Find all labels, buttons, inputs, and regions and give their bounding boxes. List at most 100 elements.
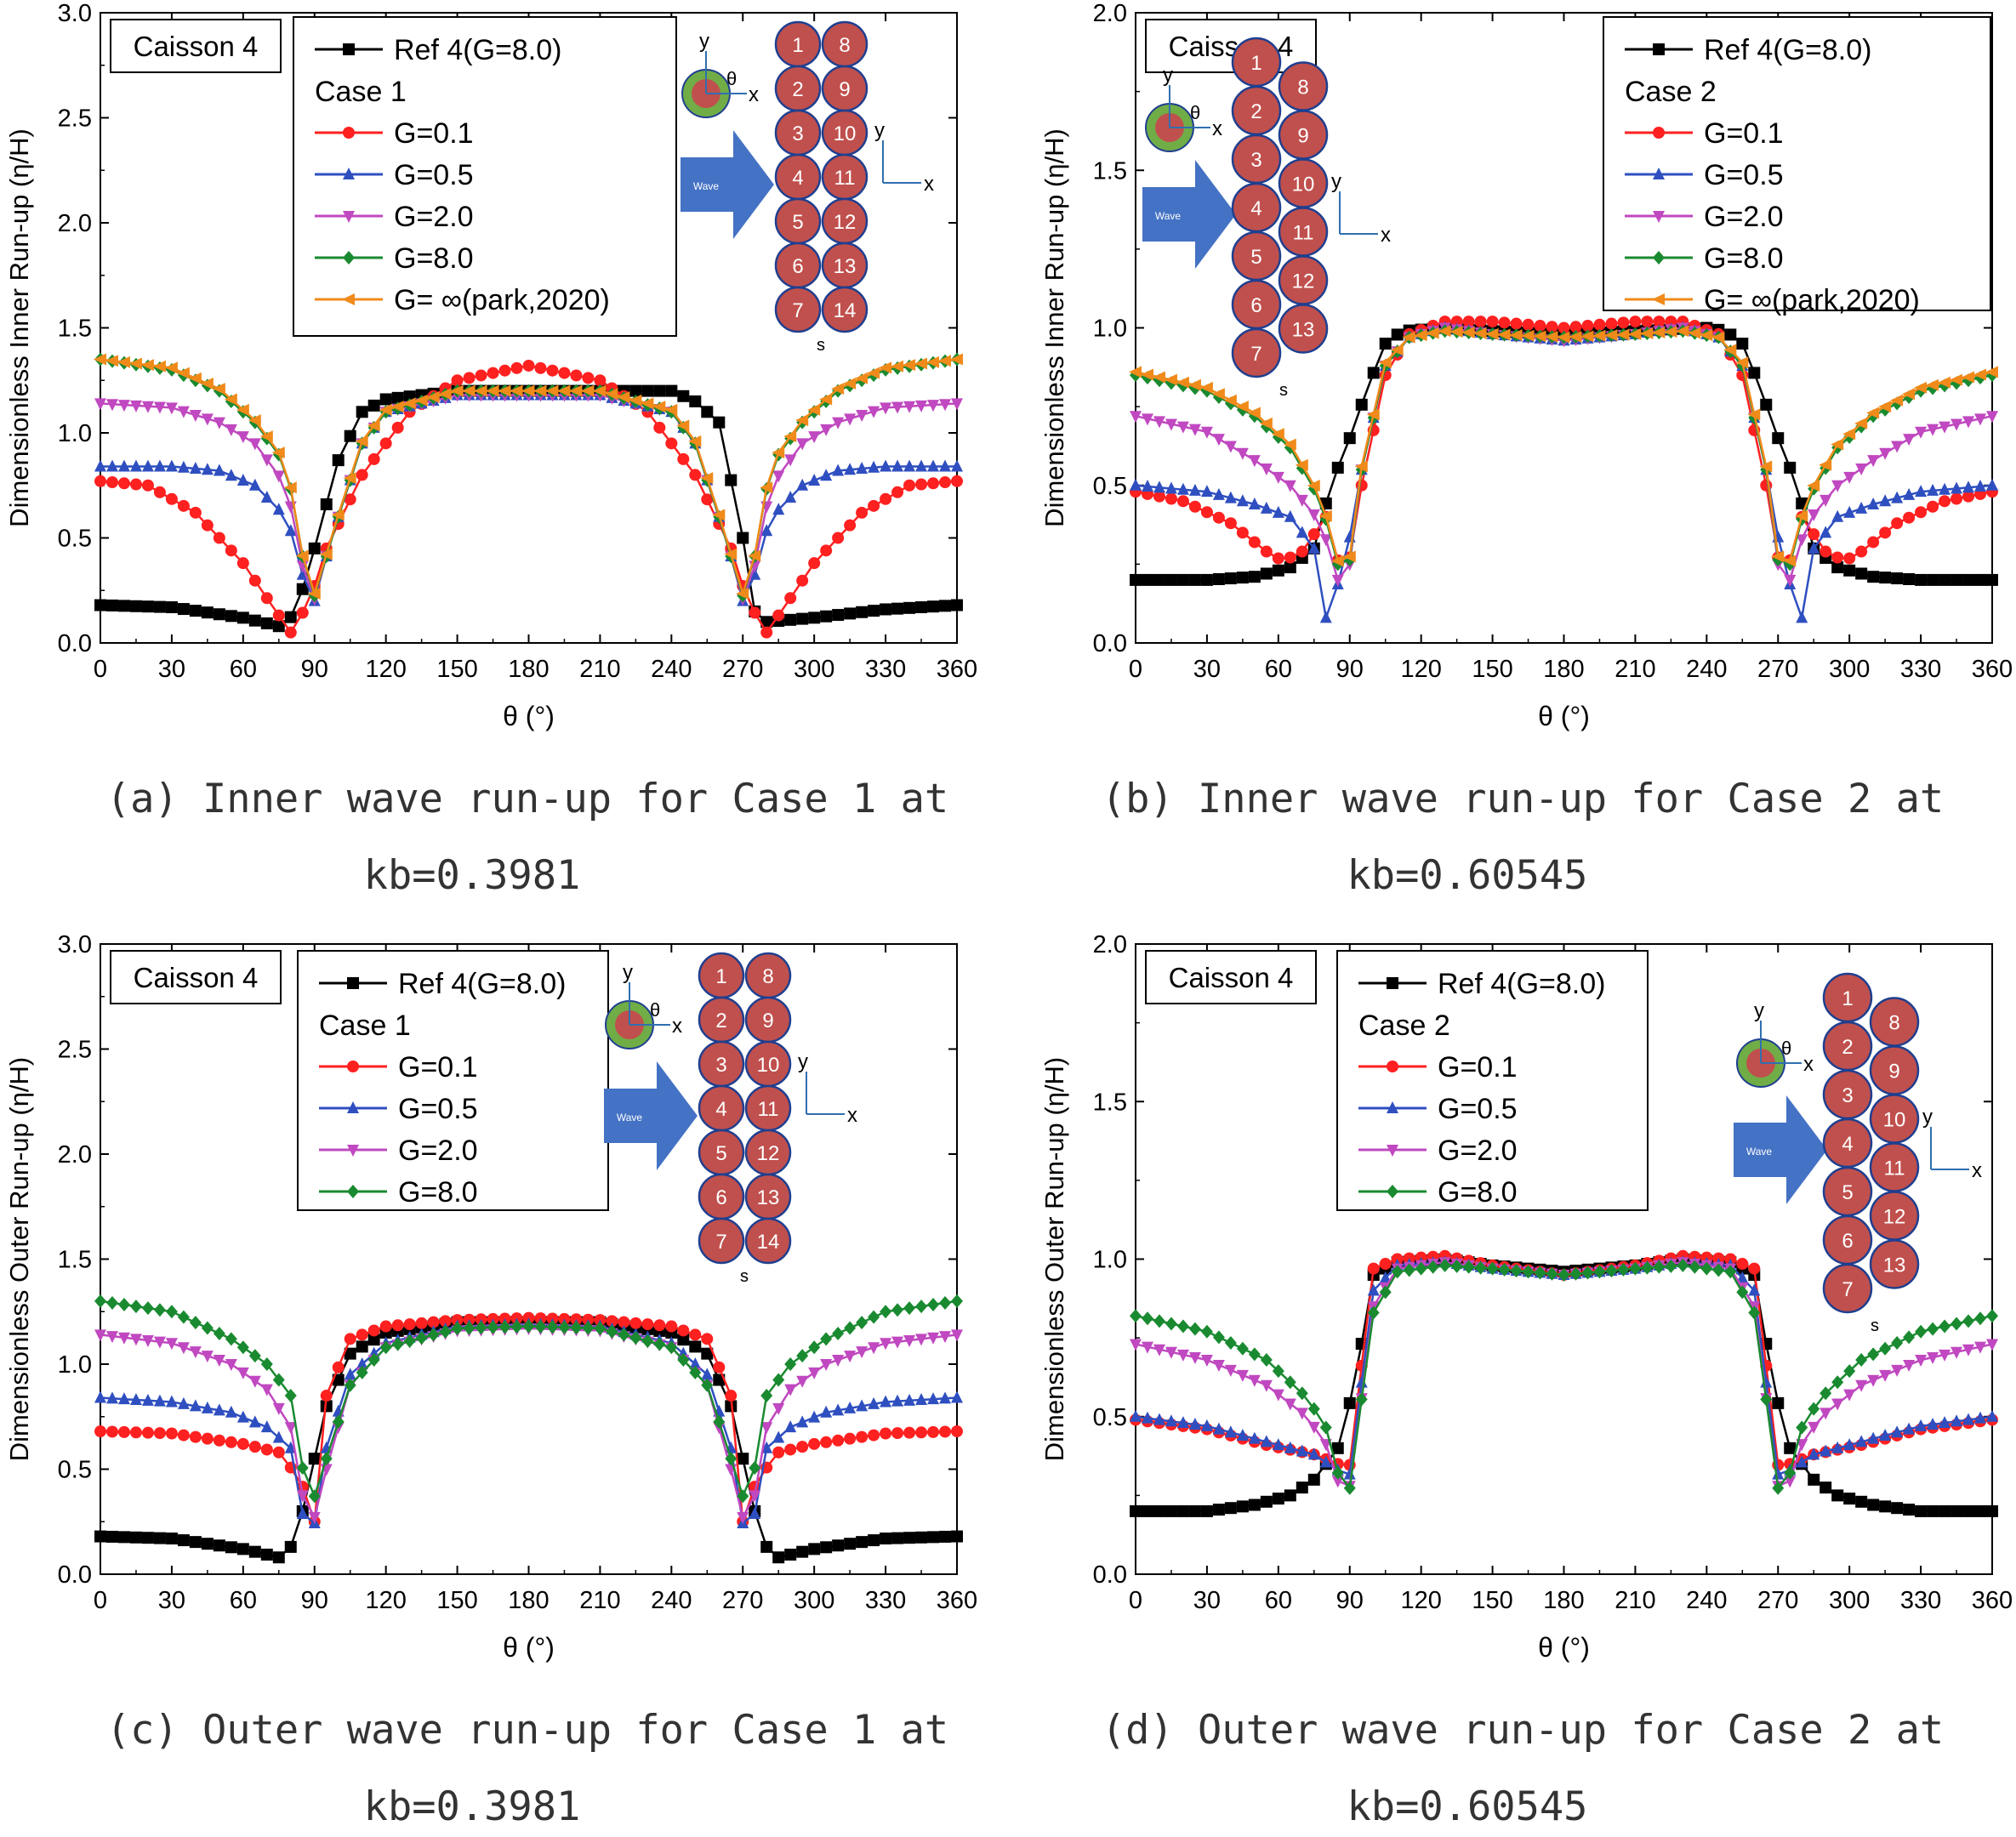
data-point xyxy=(1153,416,1165,429)
data-point xyxy=(379,1320,392,1333)
data-point xyxy=(1950,373,1963,386)
chart-panel-c: 0 30 60 90 120 150 180 210 240 270 300 330 3600.00.5… xyxy=(4,931,977,1830)
data-point xyxy=(225,1359,237,1371)
wave-label: Wave xyxy=(693,180,720,192)
data-point xyxy=(177,1342,190,1355)
data-point xyxy=(1796,611,1808,623)
data-point xyxy=(737,1489,749,1504)
data-point xyxy=(1986,573,1998,586)
data-point xyxy=(94,1391,106,1403)
panel-caption-line1: (c) Outer wave run-up for Case 1 at xyxy=(106,1707,948,1754)
data-point xyxy=(1200,506,1213,519)
data-point xyxy=(903,401,916,413)
data-point xyxy=(1307,1447,1320,1460)
data-point xyxy=(498,384,511,397)
data-point xyxy=(1915,485,1928,498)
data-point xyxy=(1497,328,1511,341)
data-point xyxy=(1927,483,1939,496)
data-point xyxy=(701,406,714,418)
data-point xyxy=(1498,1262,1511,1277)
data-point xyxy=(856,1430,868,1443)
data-point xyxy=(105,1391,118,1404)
data-point xyxy=(1272,1364,1284,1379)
legend-entry: Ref 4(G=8.0) xyxy=(394,34,561,66)
data-point xyxy=(1902,388,1916,401)
data-point xyxy=(248,478,261,491)
spacing-label: s xyxy=(740,1267,749,1286)
data-point xyxy=(391,1319,404,1332)
x-tick-label: 90 xyxy=(301,1587,328,1614)
data-point xyxy=(1831,1489,1844,1502)
data-point xyxy=(402,397,416,410)
data-point xyxy=(1628,327,1642,340)
data-point xyxy=(915,1426,928,1439)
data-point xyxy=(1962,481,1975,493)
data-point xyxy=(201,606,214,619)
data-point xyxy=(951,459,963,472)
data-point xyxy=(165,1338,178,1351)
data-point xyxy=(749,1506,761,1519)
data-point xyxy=(284,1389,297,1403)
data-point xyxy=(1343,1396,1356,1409)
legend-entry: G=0.5 xyxy=(1704,159,1784,191)
legend-marker xyxy=(347,1061,359,1072)
data-point xyxy=(1986,1409,1998,1422)
data-point xyxy=(165,1305,178,1319)
data-point xyxy=(927,1392,940,1405)
caisson-label: Caisson 4 xyxy=(1169,962,1294,993)
data-point xyxy=(94,599,106,611)
data-point xyxy=(1319,1420,1332,1435)
data-point xyxy=(1855,1495,1868,1508)
data-point xyxy=(629,384,642,397)
data-point xyxy=(284,626,297,639)
data-point xyxy=(1307,1473,1320,1486)
data-point xyxy=(927,1298,940,1312)
data-point xyxy=(1558,321,1570,334)
caisson-number: 14 xyxy=(757,1231,780,1254)
data-point xyxy=(1307,541,1320,554)
data-point xyxy=(1165,1414,1177,1427)
data-point xyxy=(1521,329,1535,342)
data-point xyxy=(356,1340,368,1353)
data-point xyxy=(236,473,249,486)
data-point xyxy=(1296,494,1308,507)
data-point xyxy=(784,1443,797,1456)
caisson-number: 13 xyxy=(757,1186,780,1209)
data-point xyxy=(165,601,178,614)
data-point xyxy=(272,1551,285,1564)
data-point xyxy=(856,410,868,423)
data-point xyxy=(1140,368,1153,381)
data-point xyxy=(1236,494,1249,507)
data-point xyxy=(880,1533,892,1545)
data-point xyxy=(1130,1339,1142,1351)
data-point xyxy=(796,1349,809,1363)
data-point xyxy=(1915,1504,1928,1517)
caisson-number: 11 xyxy=(1293,222,1314,245)
data-point xyxy=(784,1384,797,1396)
wave-label: Wave xyxy=(617,1112,643,1123)
caisson-number: 14 xyxy=(834,299,857,322)
data-point xyxy=(475,369,487,382)
data-point xyxy=(1272,1389,1284,1402)
y-tick-label: 2.5 xyxy=(58,1037,92,1064)
data-point xyxy=(927,1332,940,1345)
data-point xyxy=(296,1506,309,1519)
y-tick-label: 0.0 xyxy=(58,630,92,657)
data-point xyxy=(939,1425,952,1438)
data-point xyxy=(1212,1422,1225,1435)
data-point xyxy=(1772,1481,1785,1495)
series-ginf xyxy=(1129,325,1998,567)
data-point xyxy=(891,401,904,414)
data-point xyxy=(260,1384,273,1396)
x-tick-label: 180 xyxy=(508,656,549,683)
data-point xyxy=(105,1530,118,1543)
data-point xyxy=(915,400,928,412)
data-point xyxy=(1473,327,1487,339)
data-point xyxy=(1986,1339,1998,1351)
legend-marker xyxy=(347,1185,359,1198)
data-point xyxy=(1296,526,1308,538)
data-point xyxy=(117,1425,130,1438)
data-point xyxy=(1581,320,1594,333)
data-point xyxy=(1939,1416,1951,1429)
